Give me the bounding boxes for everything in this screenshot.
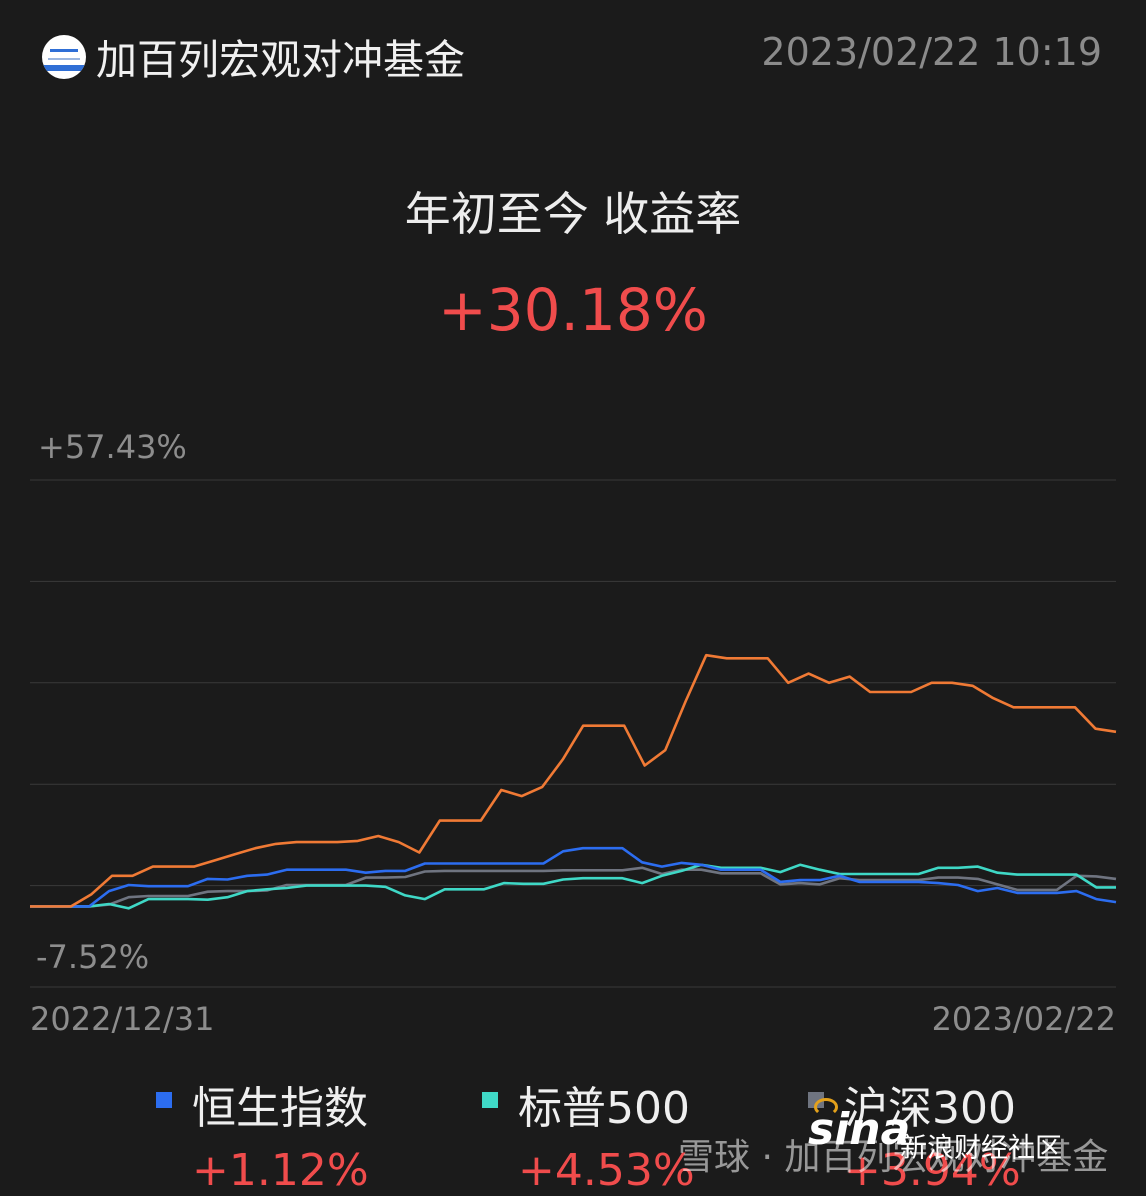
avatar-mark-2: [48, 58, 80, 60]
x-axis-start-label: 2022/12/31: [30, 1000, 214, 1038]
fund-avatar[interactable]: [42, 35, 86, 79]
sp500-return-line: [30, 863, 1116, 910]
ytd-return-label: 年初至今 收益率: [404, 187, 742, 241]
header: 加百列宏观对冲基金 2023/02/22 10:19: [0, 0, 1146, 110]
return-chart[interactable]: +57.43% -7.52% 2022/12/31 2023/02/22: [0, 400, 1146, 1040]
legend-swatch-sp500: [482, 1092, 498, 1108]
legend-value-csi300: +3.94%: [844, 1145, 1021, 1196]
y-axis-min-label: -7.52%: [36, 938, 149, 976]
fund-return-line: [30, 653, 1117, 908]
legend-value-hsi: +1.12%: [192, 1145, 369, 1196]
sina-community-text: 新浪财经社区: [900, 1133, 1062, 1164]
hsi-return-line: [30, 846, 1117, 908]
ytd-return-value: +30.18%: [438, 276, 708, 344]
legend-swatch-hsi: [156, 1092, 172, 1108]
sina-badge: sina 新浪财经社区: [808, 1098, 1108, 1164]
legend-value-sp500: +4.53%: [518, 1145, 695, 1196]
y-axis-max-label: +57.43%: [38, 428, 187, 466]
sina-logo: sina: [808, 1104, 911, 1155]
legend-label-csi300: 沪深300: [844, 1083, 1016, 1134]
legend-label-hsi: 恒生指数: [192, 1083, 368, 1134]
csi300-return-line: [30, 866, 1117, 908]
avatar-mark: [50, 49, 78, 52]
fund-name[interactable]: 加百列宏观对冲基金: [96, 36, 465, 84]
avatar-band: [42, 65, 86, 71]
x-axis-end-label: 2023/02/22: [932, 1000, 1116, 1038]
xueqiu-watermark: 雪球 · 加百列宏观对冲基金: [678, 1137, 1109, 1178]
legend-label-sp500: 标普500: [518, 1083, 690, 1134]
timestamp: 2023/02/22 10:19: [761, 30, 1102, 74]
sina-eye-icon: [814, 1098, 838, 1116]
